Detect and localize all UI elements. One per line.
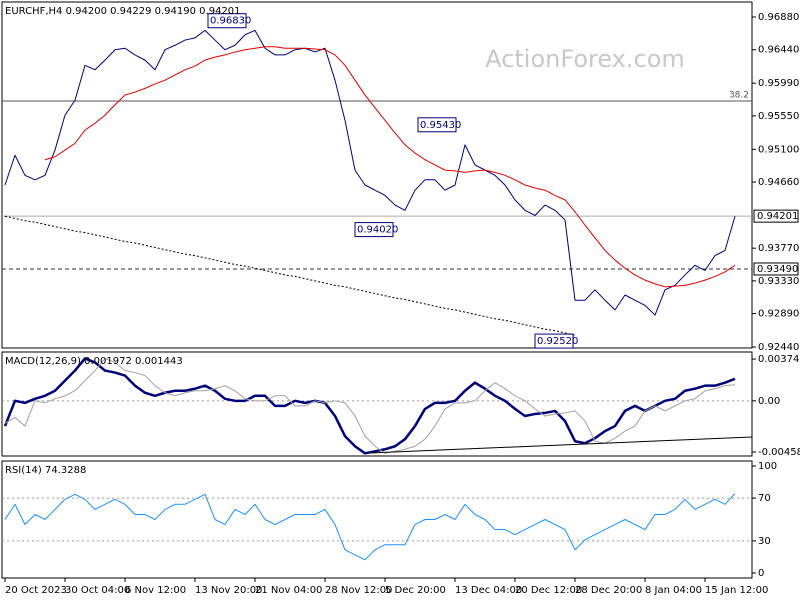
x-tick-label: 15 Jan 12:00 [705, 585, 768, 596]
series-line [4, 215, 576, 336]
panel-frame [1, 1, 753, 349]
x-tick-label: 30 Oct 04:00 [65, 585, 130, 596]
y-tick-label: 0.96880 [758, 12, 799, 23]
panel-frame [1, 351, 753, 457]
price-tag [753, 209, 799, 223]
panel-title: MACD(12,26,9) 0.001972 0.001443 [5, 356, 183, 367]
y-tick-label: 0.93770 [758, 243, 799, 254]
annotation-box [207, 13, 247, 29]
y-tick-label: 70 [758, 493, 771, 504]
series-line [4, 493, 736, 561]
x-tick-label: 20 Dec 12:00 [515, 585, 582, 596]
x-tick-label: 8 Jan 04:00 [645, 585, 702, 596]
y-tick-label: 0.95550 [758, 111, 799, 122]
watermark: ActionForex.com [485, 45, 685, 73]
series-line [4, 29, 736, 316]
price-tag-label: 0.94201 [757, 211, 798, 222]
x-tick-label: 28 Nov 12:00 [325, 585, 392, 596]
fib-label: 38.2 [729, 91, 749, 101]
annotation-box [534, 333, 574, 349]
x-tick-label: 20 Oct 2023 [5, 585, 67, 596]
y-tick-label: -0.004585 [758, 447, 800, 458]
x-tick-label: 13 Nov 20:00 [195, 585, 262, 596]
y-tick-label: 30 [758, 536, 771, 547]
y-tick-label: 0.95100 [758, 144, 799, 155]
annotation-box [417, 117, 457, 133]
annotation-label: 0.92520 [537, 336, 578, 347]
annotation-label: 0.94020 [357, 225, 398, 236]
x-tick-label: 21 Nov 04:00 [255, 585, 322, 596]
series-line [44, 46, 736, 288]
annotation-label: 0.95430 [420, 120, 461, 131]
y-tick-label: 0.003743 [758, 354, 800, 365]
y-tick-label: 0.94660 [758, 177, 799, 188]
y-tick-label: 0 [758, 568, 764, 579]
y-tick-label: 0.93330 [758, 276, 799, 287]
y-tick-label: 0.92890 [758, 309, 799, 320]
y-tick-label: 0.95990 [758, 78, 799, 89]
panel-frame [1, 460, 753, 579]
y-tick-label: 0.92440 [758, 342, 799, 353]
y-tick-label: 0.00 [758, 396, 780, 407]
series-line [4, 357, 736, 454]
x-tick-label: 13 Dec 04:00 [455, 585, 522, 596]
x-tick-label: 6 Nov 12:00 [125, 585, 186, 596]
price-tag-label: 0.93490 [757, 264, 798, 275]
annotation-label: 0.96830 [210, 16, 251, 27]
series-line [3, 357, 736, 455]
annotation-box [354, 222, 394, 238]
panel-title: EURCHF,H4 0.94200 0.94229 0.94190 0.9420… [5, 6, 241, 17]
trendline [369, 436, 753, 454]
y-tick-label: 100 [758, 461, 777, 472]
y-tick-label: 0.96440 [758, 45, 799, 56]
price-tag [753, 262, 799, 276]
x-tick-label: 5 Dec 20:00 [385, 585, 446, 596]
x-tick-label: 28 Dec 20:00 [575, 585, 642, 596]
panel-title: RSI(14) 74.3288 [5, 465, 86, 476]
